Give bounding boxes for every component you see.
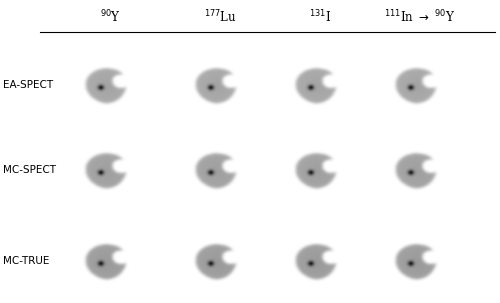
Text: $^{131}$I: $^{131}$I — [309, 8, 331, 25]
Text: $^{90}$Y: $^{90}$Y — [100, 8, 120, 25]
Text: EA-SPECT: EA-SPECT — [2, 80, 52, 90]
Text: $^{177}$Lu: $^{177}$Lu — [204, 8, 236, 25]
Text: MC-SPECT: MC-SPECT — [2, 165, 56, 175]
Text: MC-TRUE: MC-TRUE — [2, 255, 49, 266]
Text: $^{111}$In $\rightarrow$ $^{90}$Y: $^{111}$In $\rightarrow$ $^{90}$Y — [384, 8, 456, 25]
